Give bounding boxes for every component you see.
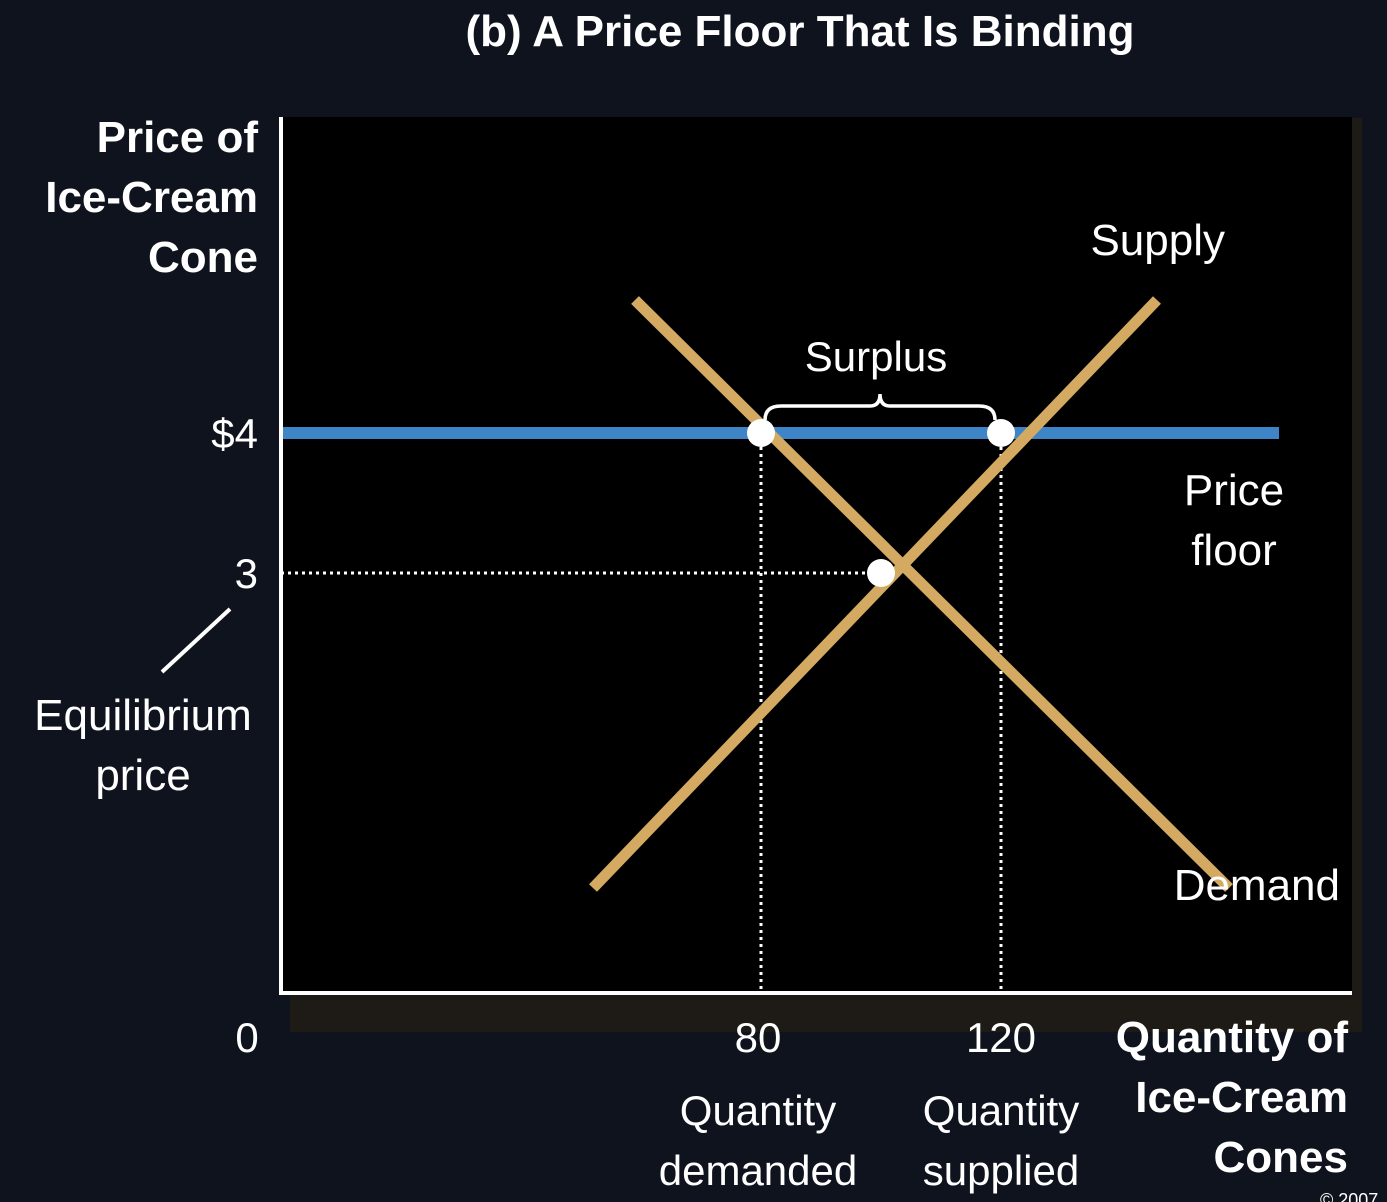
price-floor-label-line-1: Price [1184,466,1284,515]
x-tick-label-80: 80 [735,1014,782,1061]
surplus-label: Surplus [805,333,947,380]
equilibrium-price-label-line-2: price [95,751,190,800]
demand-label: Demand [1174,861,1340,910]
x-axis-label-line-2: Ice-Cream [1135,1073,1348,1122]
y-axis-label-line-3: Cone [148,233,258,282]
x-tick-label-120: 120 [966,1014,1036,1061]
supply-label: Supply [1090,216,1225,265]
supply-curve [589,296,1161,892]
plot-area [280,117,1352,993]
quantity-supplied-caption-line-2: supplied [923,1147,1079,1194]
quantity-supplied-caption-line-1: Quantity [923,1087,1079,1134]
price-floor-label-line-2: floor [1191,526,1277,575]
x-axis-label-line-3: Cones [1214,1133,1348,1182]
equilibrium-point [867,559,895,587]
quantity-demanded-point [747,419,775,447]
demand-curve [631,296,1233,892]
origin-label: 0 [235,1014,258,1061]
chart-title: (b) A Price Floor That Is Binding [466,7,1135,56]
quantity-demanded-caption-line-2: demanded [659,1147,858,1194]
quantity-demanded-caption-line-1: Quantity [680,1087,836,1134]
x-axis-label-line-1: Quantity of [1116,1013,1349,1062]
quantity-supplied-point [987,419,1015,447]
y-tick-label-3: 3 [235,550,258,597]
y-axis-label-line-1: Price of [97,113,259,162]
y-tick-label-4: $4 [211,410,258,457]
surplus-brace [763,393,997,421]
copyright-text: © 2007 [1320,1190,1378,1202]
equilibrium-price-label-line-1: Equilibrium [34,691,252,740]
equilibrium-price-pointer [160,607,232,674]
y-axis-label-line-2: Ice-Cream [45,173,258,222]
